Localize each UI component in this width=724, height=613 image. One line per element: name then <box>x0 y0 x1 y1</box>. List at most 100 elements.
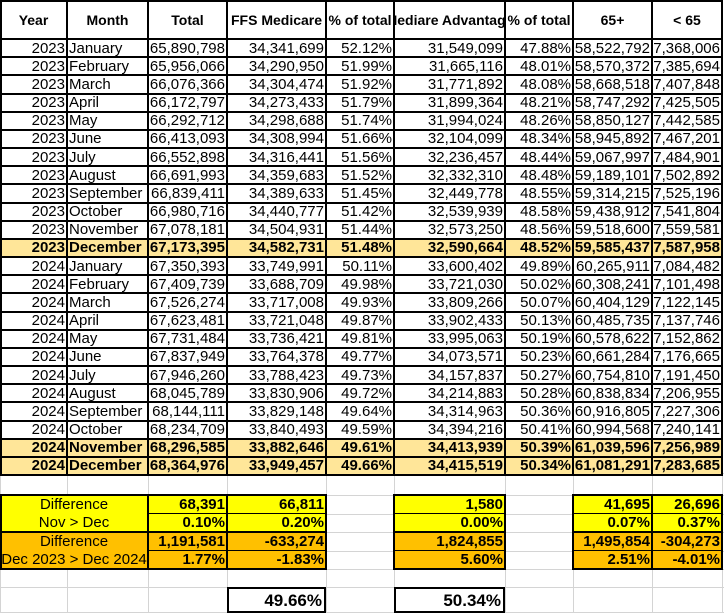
cell-ma-pct[interactable]: 47.88% <box>520 39 571 57</box>
cell-month[interactable]: March <box>69 293 111 311</box>
cell-ffs-pct[interactable]: 51.66% <box>341 130 392 148</box>
cell-age-under-65[interactable]: 7,191,450 <box>653 366 720 384</box>
cell-age-under-65[interactable]: 7,484,901 <box>653 148 720 166</box>
cell-ffs-pct[interactable]: 51.99% <box>341 57 392 75</box>
cell-age-65-plus[interactable]: 58,570,372 <box>574 57 650 75</box>
cell-year[interactable]: 2023 <box>31 239 65 257</box>
cell-ffs-medicare[interactable]: 33,721,048 <box>248 312 324 330</box>
cell-age-65-plus[interactable]: 60,916,805 <box>574 402 650 420</box>
cell-medicare-advantage[interactable]: 33,600,402 <box>427 257 503 275</box>
cell-year[interactable]: 2023 <box>31 130 65 148</box>
cell-ffs-pct[interactable]: 51.74% <box>341 112 392 130</box>
cell-age-under-65[interactable]: 7,283,685 <box>653 457 720 475</box>
cell-ma-pct[interactable]: 50.02% <box>520 275 571 293</box>
cell-age-under-65[interactable]: 7,176,665 <box>653 348 720 366</box>
cell-medicare-advantage[interactable]: 33,809,266 <box>427 293 503 311</box>
cell-ffs-medicare[interactable]: 34,316,441 <box>248 148 324 166</box>
cell-age-65-plus[interactable]: 60,754,810 <box>574 366 650 384</box>
cell-ffs-medicare[interactable]: 34,298,688 <box>248 112 324 130</box>
cell-ma-pct[interactable]: 48.01% <box>520 57 571 75</box>
cell-total[interactable]: 66,980,716 <box>149 203 225 221</box>
cell-age-65-plus[interactable]: 59,438,912 <box>574 203 650 221</box>
cell-age-under-65[interactable]: 7,425,505 <box>653 94 720 112</box>
cell-total[interactable]: 66,172,797 <box>149 94 225 112</box>
cell-year[interactable]: 2023 <box>31 221 65 239</box>
difference-pct-total[interactable]: 1.77% <box>148 550 227 569</box>
cell-age-65-plus[interactable]: 58,945,892 <box>574 130 650 148</box>
cell-medicare-advantage[interactable]: 33,902,433 <box>427 312 503 330</box>
cell-ma-pct[interactable]: 48.52% <box>520 239 571 257</box>
cell-ffs-medicare[interactable]: 34,359,683 <box>248 166 324 184</box>
cell-total[interactable]: 66,839,411 <box>151 184 225 202</box>
cell-year[interactable]: 2024 <box>31 312 65 330</box>
cell-age-65-plus[interactable]: 58,668,518 <box>574 75 650 93</box>
difference-value-total[interactable]: 68,391 <box>148 495 227 514</box>
cell-total[interactable]: 68,234,709 <box>149 421 225 439</box>
cell-ma-pct[interactable]: 48.21% <box>520 94 571 112</box>
cell-ffs-pct[interactable]: 49.73% <box>341 366 392 384</box>
cell-ffs-pct[interactable]: 51.52% <box>341 166 392 184</box>
cell-ffs-medicare[interactable]: 33,749,991 <box>248 257 324 275</box>
cell-age-under-65[interactable]: 7,467,201 <box>653 130 720 148</box>
cell-ffs-medicare[interactable]: 34,290,950 <box>248 57 324 75</box>
cell-age-under-65[interactable]: 7,587,958 <box>653 239 720 257</box>
cell-ffs-medicare[interactable]: 33,949,457 <box>248 457 324 475</box>
difference-label[interactable]: Difference <box>0 532 148 551</box>
difference-pct-age-under-65[interactable]: -4.01% <box>652 550 722 569</box>
cell-ffs-pct[interactable]: 52.12% <box>341 39 392 57</box>
cell-age-under-65[interactable]: 7,101,498 <box>653 275 720 293</box>
cell-year[interactable]: 2024 <box>31 366 65 384</box>
cell-ma-pct[interactable]: 48.58% <box>520 203 571 221</box>
cell-month[interactable]: November <box>69 221 139 239</box>
cell-total[interactable]: 65,956,066 <box>149 57 225 75</box>
cell-medicare-advantage[interactable]: 34,314,963 <box>427 402 503 420</box>
cell-month[interactable]: May <box>69 112 98 130</box>
cell-medicare-advantage[interactable]: 32,573,250 <box>427 221 503 239</box>
cell-ffs-pct[interactable]: 51.42% <box>341 203 392 221</box>
difference-pct-age-65-plus[interactable]: 2.51% <box>573 550 652 569</box>
cell-age-under-65[interactable]: 7,541,804 <box>653 203 720 221</box>
difference-pct-age-under-65[interactable]: 0.37% <box>652 513 722 532</box>
cell-ffs-pct[interactable]: 51.56% <box>341 148 392 166</box>
cell-age-65-plus[interactable]: 58,747,292 <box>574 94 650 112</box>
cell-year[interactable]: 2024 <box>31 421 65 439</box>
cell-age-under-65[interactable]: 7,407,848 <box>653 75 720 93</box>
cell-ffs-pct[interactable]: 49.64% <box>341 402 392 420</box>
cell-month[interactable]: September <box>69 184 143 202</box>
cell-month[interactable]: February <box>69 275 130 293</box>
cell-age-65-plus[interactable]: 58,522,792 <box>574 39 650 57</box>
difference-value-age-under-65[interactable]: 26,696 <box>652 495 722 514</box>
cell-age-65-plus[interactable]: 60,308,241 <box>574 275 650 293</box>
cell-ma-pct[interactable]: 48.44% <box>520 148 571 166</box>
difference-pct-ffs-medicare[interactable]: -1.83% <box>227 550 326 569</box>
cell-ffs-pct[interactable]: 49.93% <box>341 293 392 311</box>
cell-ffs-pct[interactable]: 49.61% <box>341 439 392 457</box>
cell-ma-pct[interactable]: 50.41% <box>520 421 571 439</box>
cell-year[interactable]: 2024 <box>31 384 65 402</box>
cell-year[interactable]: 2024 <box>31 402 65 420</box>
cell-medicare-advantage[interactable]: 32,236,457 <box>427 148 503 166</box>
cell-age-under-65[interactable]: 7,502,892 <box>653 166 720 184</box>
cell-ffs-medicare[interactable]: 33,840,493 <box>248 421 324 439</box>
cell-ffs-pct[interactable]: 51.45% <box>341 184 392 202</box>
cell-age-65-plus[interactable]: 61,039,596 <box>574 439 650 457</box>
cell-age-65-plus[interactable]: 59,189,101 <box>574 166 650 184</box>
cell-month[interactable]: March <box>69 75 111 93</box>
cell-month[interactable]: July <box>69 148 96 166</box>
cell-month[interactable]: August <box>69 384 116 402</box>
header-age-65-plus[interactable]: 65+ <box>600 11 625 28</box>
cell-year[interactable]: 2023 <box>31 203 65 221</box>
cell-month[interactable]: October <box>69 421 123 439</box>
cell-ffs-medicare[interactable]: 33,788,423 <box>248 366 324 384</box>
cell-total[interactable]: 67,837,949 <box>149 348 225 366</box>
cell-medicare-advantage[interactable]: 32,332,310 <box>427 166 503 184</box>
header-year[interactable]: Year <box>18 11 49 28</box>
cell-ffs-pct[interactable]: 51.44% <box>341 221 392 239</box>
difference-pct-ffs-medicare[interactable]: 0.20% <box>227 513 326 532</box>
cell-month[interactable]: August <box>69 166 116 184</box>
cell-medicare-advantage[interactable]: 31,994,024 <box>427 112 503 130</box>
difference-value-age-under-65[interactable]: -304,273 <box>652 532 722 551</box>
cell-year[interactable]: 2023 <box>31 39 65 57</box>
cell-month[interactable]: May <box>69 330 98 348</box>
cell-ma-pct[interactable]: 48.26% <box>520 112 571 130</box>
